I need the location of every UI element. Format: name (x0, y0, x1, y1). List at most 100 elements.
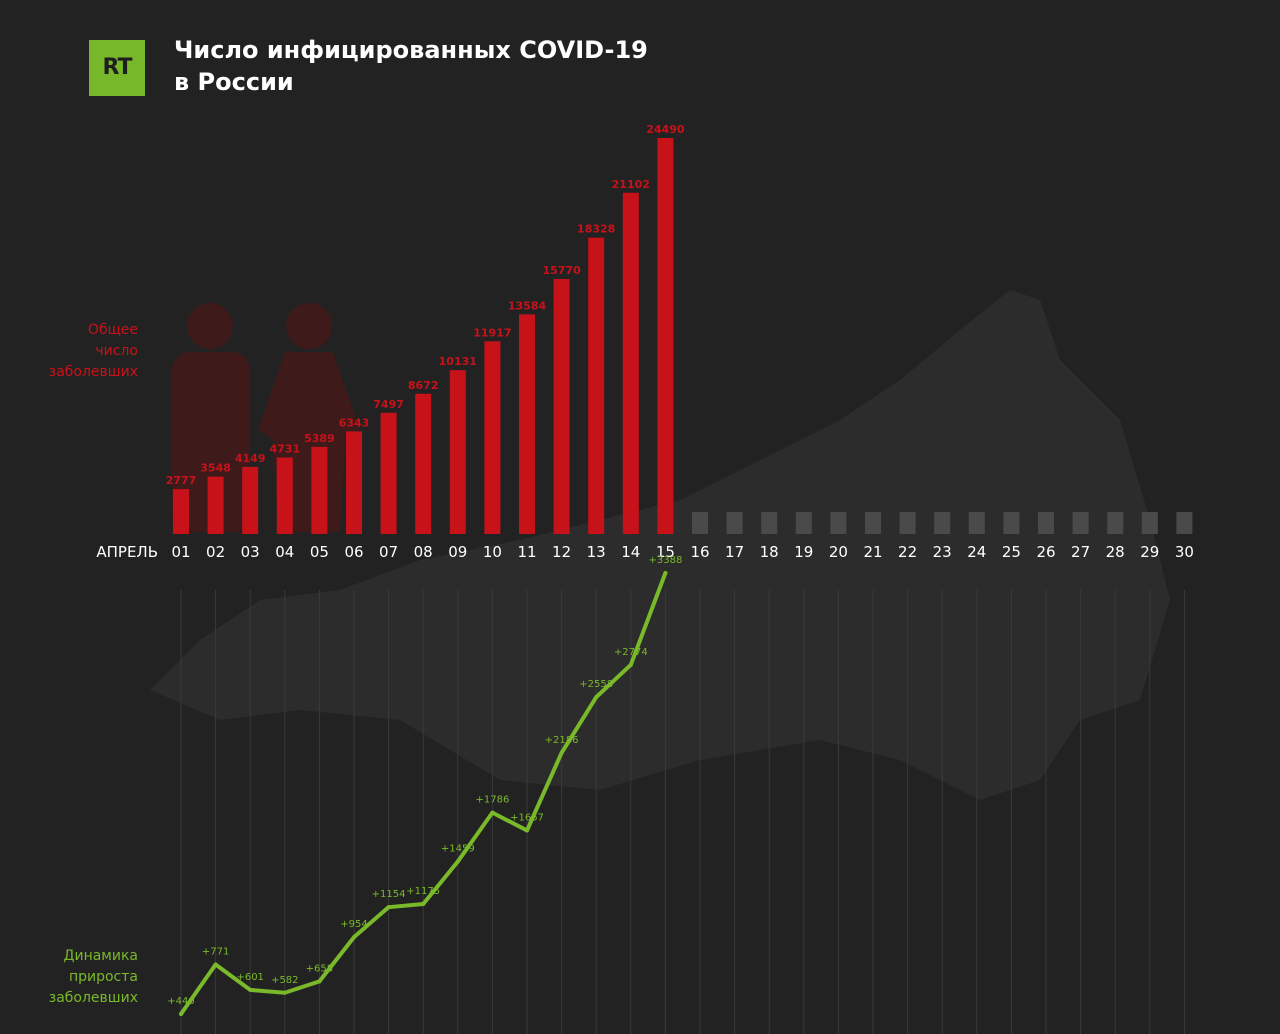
bar-data-label: 4731 (269, 443, 300, 456)
future-bar-placeholder (1176, 512, 1193, 534)
line-data-label: +2186 (545, 735, 579, 746)
line-data-label: +440 (167, 996, 194, 1007)
line-data-label: +1459 (441, 844, 475, 855)
x-tick-label: 11 (517, 543, 536, 561)
bar-data-label: 5389 (304, 432, 335, 445)
future-bar-placeholder (1141, 512, 1158, 534)
future-bar-placeholder (899, 512, 916, 534)
vertical-grid (180, 590, 1185, 1034)
line-point (421, 902, 426, 907)
x-tick-label: 30 (1175, 543, 1194, 561)
bar-data-label: 15770 (542, 264, 581, 277)
line-point (317, 979, 322, 984)
bar (173, 489, 189, 534)
bar (207, 476, 224, 534)
x-tick-label: 10 (483, 543, 502, 561)
bar (449, 370, 466, 534)
line-series-label: Динамика прироста заболевших (0, 946, 138, 1009)
chart-title: Число инфицированных COVID-19 в России (174, 34, 734, 98)
line-series (179, 571, 668, 1016)
line-series-label-line: прироста (68, 969, 138, 985)
x-axis-title: АПРЕЛЬ (96, 543, 158, 561)
x-tick-label: 06 (344, 543, 363, 561)
bar (276, 457, 293, 534)
bar-data-label: 10131 (439, 355, 477, 368)
x-tick-label: 03 (241, 543, 260, 561)
x-tick-label: 08 (414, 543, 433, 561)
line-data-label: +1175 (406, 886, 440, 897)
bar-data-label: 18328 (577, 223, 615, 236)
line-data-label: +601 (236, 972, 263, 983)
bar-data-label: 11917 (473, 326, 511, 339)
line-data-label: +954 (340, 919, 367, 930)
x-tick-label: 23 (933, 543, 952, 561)
line-data-label: +2774 (614, 647, 648, 658)
line-data-labels: +440 +771 +601 +582 +658 +954 +1154 +1175 +1459 +… (167, 555, 682, 1007)
line-series-label-line: Динамика (63, 948, 138, 964)
bar (346, 431, 362, 534)
line-point (455, 859, 460, 864)
line-data-label: +3388 (648, 555, 682, 566)
rt-logo: RT (89, 40, 145, 96)
bar (484, 341, 501, 534)
x-tick-label: 16 (690, 543, 709, 561)
chart-title-line1: Число инфицированных COVID-19 (174, 36, 648, 64)
man-head-icon (187, 303, 233, 349)
bar (657, 138, 674, 534)
bar-data-label: 6343 (339, 416, 370, 429)
future-bar-placeholder (761, 512, 778, 534)
x-tick-label: 21 (863, 543, 882, 561)
bar-data-label: 4149 (235, 452, 266, 465)
bar-data-label: 2777 (166, 474, 197, 487)
x-tick-label: 22 (898, 543, 917, 561)
x-tick-label: 04 (275, 543, 294, 561)
bar-data-label: 8672 (408, 379, 439, 392)
line-point (352, 935, 356, 940)
x-tick-label: 09 (448, 543, 467, 561)
future-bar-placeholder (795, 512, 812, 534)
line-data-label: +658 (306, 963, 333, 974)
future-bar-placeholder (692, 512, 708, 534)
x-tick-label: 27 (1071, 543, 1090, 561)
line-point (525, 828, 529, 833)
line-point (282, 990, 287, 995)
x-tick-label: 14 (621, 543, 640, 561)
x-tick-label: 24 (967, 543, 986, 561)
bar-data-label: 3548 (200, 462, 231, 475)
bar-data-label: 24490 (646, 123, 685, 136)
bar (242, 466, 259, 534)
line-data-label: +1786 (475, 795, 509, 806)
future-bar-placeholder (1107, 512, 1124, 534)
chart-title-line2: в России (174, 68, 294, 96)
x-tick-label: 29 (1140, 543, 1159, 561)
future-bar-placeholder (934, 512, 951, 534)
future-bar-placeholder (968, 512, 985, 534)
x-tick-label: 26 (1036, 543, 1055, 561)
bar-series-label-line: заболевших (48, 364, 138, 380)
woman-head-icon (286, 303, 332, 349)
line-data-label: +1667 (510, 812, 544, 823)
x-tick-label: 20 (829, 543, 848, 561)
line-data-label: +2558 (579, 679, 613, 690)
future-bar-placeholder (1003, 512, 1020, 534)
x-tick-label: 19 (794, 543, 813, 561)
line-point (628, 662, 633, 667)
line-data-label: +582 (271, 975, 298, 986)
line-point (248, 987, 253, 992)
bar (588, 237, 605, 534)
bar-data-label: 7497 (373, 398, 404, 411)
future-bar-placeholder (726, 512, 743, 534)
x-tick-label: 07 (379, 543, 398, 561)
line-data-label: +771 (202, 946, 229, 957)
x-tick-label: 02 (206, 543, 225, 561)
bar-series-label: Общее число заболевших (0, 320, 138, 383)
bar (311, 446, 328, 534)
future-bar-placeholder (865, 512, 881, 534)
bar (553, 279, 570, 534)
bar-series (173, 138, 1193, 534)
line-point (490, 810, 495, 815)
bar-data-label: 21102 (612, 178, 650, 191)
bar-data-label: 13584 (508, 299, 547, 312)
bar (380, 412, 397, 534)
